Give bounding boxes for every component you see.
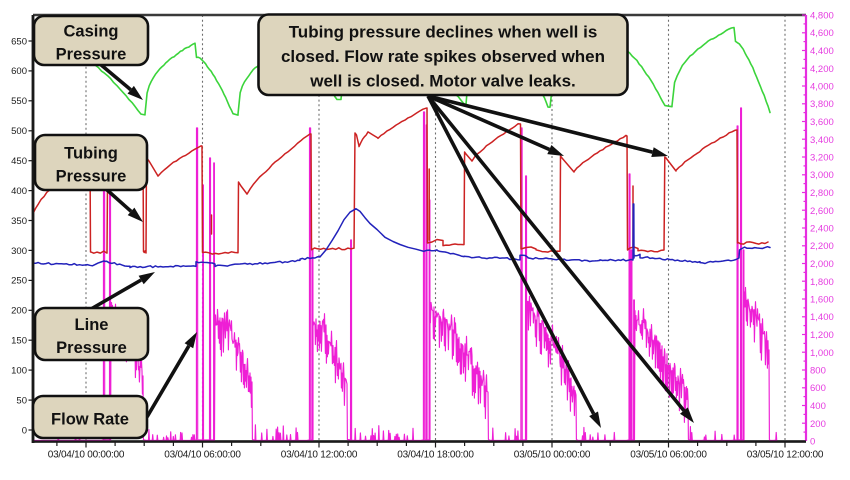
svg-text:03/04/10 12:00:00: 03/04/10 12:00:00 <box>281 450 358 461</box>
svg-text:4,400: 4,400 <box>810 46 834 57</box>
svg-text:200: 200 <box>810 419 826 430</box>
svg-text:2,400: 2,400 <box>810 224 834 235</box>
svg-text:550: 550 <box>11 96 27 107</box>
svg-text:4,600: 4,600 <box>810 28 834 39</box>
svg-text:300: 300 <box>11 246 27 257</box>
svg-text:500: 500 <box>11 126 27 137</box>
svg-text:350: 350 <box>11 216 27 227</box>
svg-text:4,200: 4,200 <box>810 64 834 75</box>
svg-text:3,400: 3,400 <box>810 135 834 146</box>
svg-text:3,000: 3,000 <box>810 170 834 181</box>
svg-text:Line: Line <box>75 316 109 334</box>
svg-text:3,200: 3,200 <box>810 153 834 164</box>
svg-text:1,600: 1,600 <box>810 295 834 306</box>
svg-text:2,800: 2,800 <box>810 188 834 199</box>
svg-text:600: 600 <box>11 66 27 77</box>
svg-text:650: 650 <box>11 36 27 47</box>
svg-text:200: 200 <box>11 306 27 317</box>
svg-text:4,800: 4,800 <box>810 11 834 22</box>
svg-text:closed. Flow rate spikes obser: closed. Flow rate spikes observed when <box>281 47 605 66</box>
svg-text:3,600: 3,600 <box>810 117 834 128</box>
svg-text:2,200: 2,200 <box>810 241 834 252</box>
svg-text:03/04/10 00:00:00: 03/04/10 00:00:00 <box>48 450 125 461</box>
svg-text:250: 250 <box>11 276 27 287</box>
svg-text:1,000: 1,000 <box>810 348 834 359</box>
svg-text:600: 600 <box>810 383 826 394</box>
svg-text:well is closed. Motor valve le: well is closed. Motor valve leaks. <box>309 72 576 91</box>
svg-text:Pressure: Pressure <box>56 167 127 185</box>
svg-text:03/04/10 18:00:00: 03/04/10 18:00:00 <box>397 450 474 461</box>
svg-text:Tubing pressure declines when: Tubing pressure declines when well is <box>289 23 598 42</box>
svg-text:Pressure: Pressure <box>56 339 127 357</box>
svg-text:100: 100 <box>11 365 27 376</box>
svg-text:Pressure: Pressure <box>56 45 127 63</box>
svg-text:2,600: 2,600 <box>810 206 834 217</box>
svg-text:1,200: 1,200 <box>810 330 834 341</box>
svg-text:3,800: 3,800 <box>810 99 834 110</box>
svg-text:2,000: 2,000 <box>810 259 834 270</box>
svg-text:1,400: 1,400 <box>810 312 834 323</box>
svg-text:800: 800 <box>810 366 826 377</box>
svg-text:Tubing: Tubing <box>64 144 118 162</box>
svg-text:0: 0 <box>22 425 27 436</box>
svg-text:Casing: Casing <box>63 22 118 40</box>
svg-text:03/04/10 06:00:00: 03/04/10 06:00:00 <box>164 450 241 461</box>
svg-text:03/05/10 12:00:00: 03/05/10 12:00:00 <box>747 450 824 461</box>
svg-text:450: 450 <box>11 156 27 167</box>
svg-text:4,000: 4,000 <box>810 82 834 93</box>
svg-text:400: 400 <box>810 401 826 412</box>
svg-text:03/05/10 00:00:00: 03/05/10 00:00:00 <box>514 450 591 461</box>
svg-text:1,800: 1,800 <box>810 277 834 288</box>
svg-text:400: 400 <box>11 186 27 197</box>
svg-text:03/05/10 06:00:00: 03/05/10 06:00:00 <box>630 450 707 461</box>
svg-text:50: 50 <box>16 395 27 406</box>
svg-text:Flow Rate: Flow Rate <box>51 410 129 428</box>
svg-text:0: 0 <box>810 437 815 448</box>
svg-text:150: 150 <box>11 336 27 347</box>
